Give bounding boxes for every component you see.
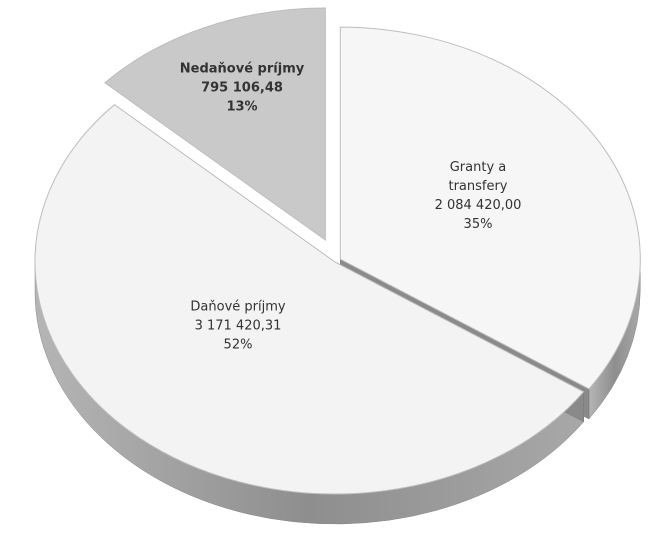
percent-label: 35% <box>463 217 493 232</box>
percent-label: 52% <box>223 337 253 353</box>
category-label: Nedaňové príjmy <box>179 61 305 77</box>
category-label: Granty a transfery <box>448 160 508 194</box>
value-label: 2 084 420,00 <box>434 198 522 213</box>
slice-label: Nedaňové príjmy 795 106,48 13% <box>167 60 317 117</box>
category-label: Daňové príjmy <box>190 299 286 315</box>
value-label: 3 171 420,31 <box>194 318 282 334</box>
slice-label: Granty a transfery 2 084 420,00 35% <box>423 158 533 234</box>
slice-label: Daňové príjmy 3 171 420,31 52% <box>153 298 323 355</box>
percent-label: 13% <box>226 99 258 115</box>
slice <box>104 7 326 241</box>
slice <box>34 104 585 495</box>
slice <box>339 26 641 390</box>
value-label: 795 106,48 <box>201 80 283 96</box>
